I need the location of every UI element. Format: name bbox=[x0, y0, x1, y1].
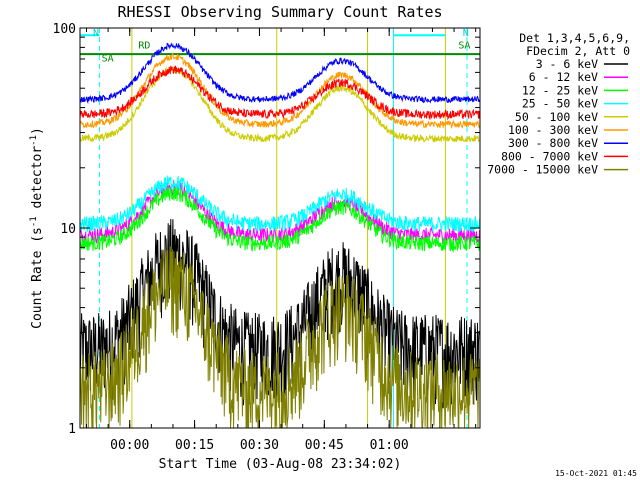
legend-label-8: 7000 - 15000 keV bbox=[487, 163, 598, 177]
series-0 bbox=[79, 218, 481, 409]
x-tick-label-4: 00:45 bbox=[305, 438, 344, 453]
legend-label-1: 6 - 12 keV bbox=[529, 70, 598, 84]
chart-title: RHESSI Observing Summary Count Rates bbox=[117, 3, 442, 21]
annotation-4: SA bbox=[458, 40, 470, 51]
legend-label-2: 12 - 25 keV bbox=[522, 83, 598, 97]
legend: Det 1,3,4,5,6,9, FDecim 2, Att 0 3 - 6 k… bbox=[487, 31, 630, 177]
series-line-7 bbox=[79, 65, 481, 121]
series-line-8 bbox=[79, 246, 481, 429]
x-tick-label-2: 00:15 bbox=[175, 438, 214, 453]
series-8 bbox=[79, 246, 481, 429]
legend-header-line-2: FDecim 2, Att 0 bbox=[526, 44, 630, 58]
series-line-3 bbox=[79, 175, 481, 234]
legend-label-0: 3 - 6 keV bbox=[536, 57, 598, 71]
series-3 bbox=[79, 175, 481, 234]
y-axis-label-main: Count Rate (s bbox=[30, 227, 45, 329]
legend-label-4: 50 - 100 keV bbox=[515, 110, 598, 124]
series-line-6 bbox=[79, 42, 481, 104]
x-tick-label-1: 00:00 bbox=[110, 438, 149, 453]
legend-label-3: 25 - 50 keV bbox=[522, 97, 598, 111]
annotation-1: RD bbox=[138, 40, 150, 51]
series-line-1 bbox=[79, 180, 481, 245]
legend-label-6: 300 - 800 keV bbox=[508, 136, 598, 150]
series-5 bbox=[79, 51, 481, 130]
series-line-5 bbox=[79, 51, 481, 130]
y-axis-label-exp: -1 bbox=[29, 216, 39, 227]
series-7 bbox=[79, 65, 481, 121]
x-tick-label-3: 00:30 bbox=[240, 438, 279, 453]
y-axis-label: Count Rate (s-1 detector-1) bbox=[29, 127, 45, 329]
legend-label-5: 100 - 300 keV bbox=[508, 123, 598, 137]
legend-header-line-1: Det 1,3,4,5,6,9, bbox=[519, 31, 630, 45]
series-6 bbox=[79, 42, 481, 104]
series-line-0 bbox=[79, 218, 481, 409]
x-tick-label-5: 01:00 bbox=[370, 438, 409, 453]
timestamp: 15-Oct-2021 01:45 bbox=[555, 469, 637, 478]
x-axis-label: Start Time (03-Aug-08 23:34:02) bbox=[159, 457, 402, 472]
legend-label-7: 800 - 7000 keV bbox=[501, 149, 598, 163]
series-2 bbox=[79, 186, 481, 253]
annotation-3: N bbox=[463, 28, 469, 39]
y-axis-label-close: ) bbox=[30, 127, 45, 135]
y-axis-label-exp2: -1 bbox=[29, 135, 39, 146]
annotation-0: N bbox=[93, 28, 99, 39]
y-tick-label-1: 10 bbox=[60, 222, 76, 237]
annotation-2: SA bbox=[102, 53, 114, 64]
y-axis-label-mid: detector bbox=[30, 146, 45, 217]
y-tick-label-2: 100 bbox=[53, 22, 76, 37]
y-tick-label-0: 1 bbox=[68, 422, 76, 437]
axes: 00:00 00:15 00:30 00:45 01:00 1 10 100 bbox=[53, 22, 480, 453]
series-line-2 bbox=[79, 186, 481, 253]
series-4 bbox=[79, 66, 480, 143]
series-line-4 bbox=[79, 66, 480, 143]
series-1 bbox=[79, 180, 481, 245]
